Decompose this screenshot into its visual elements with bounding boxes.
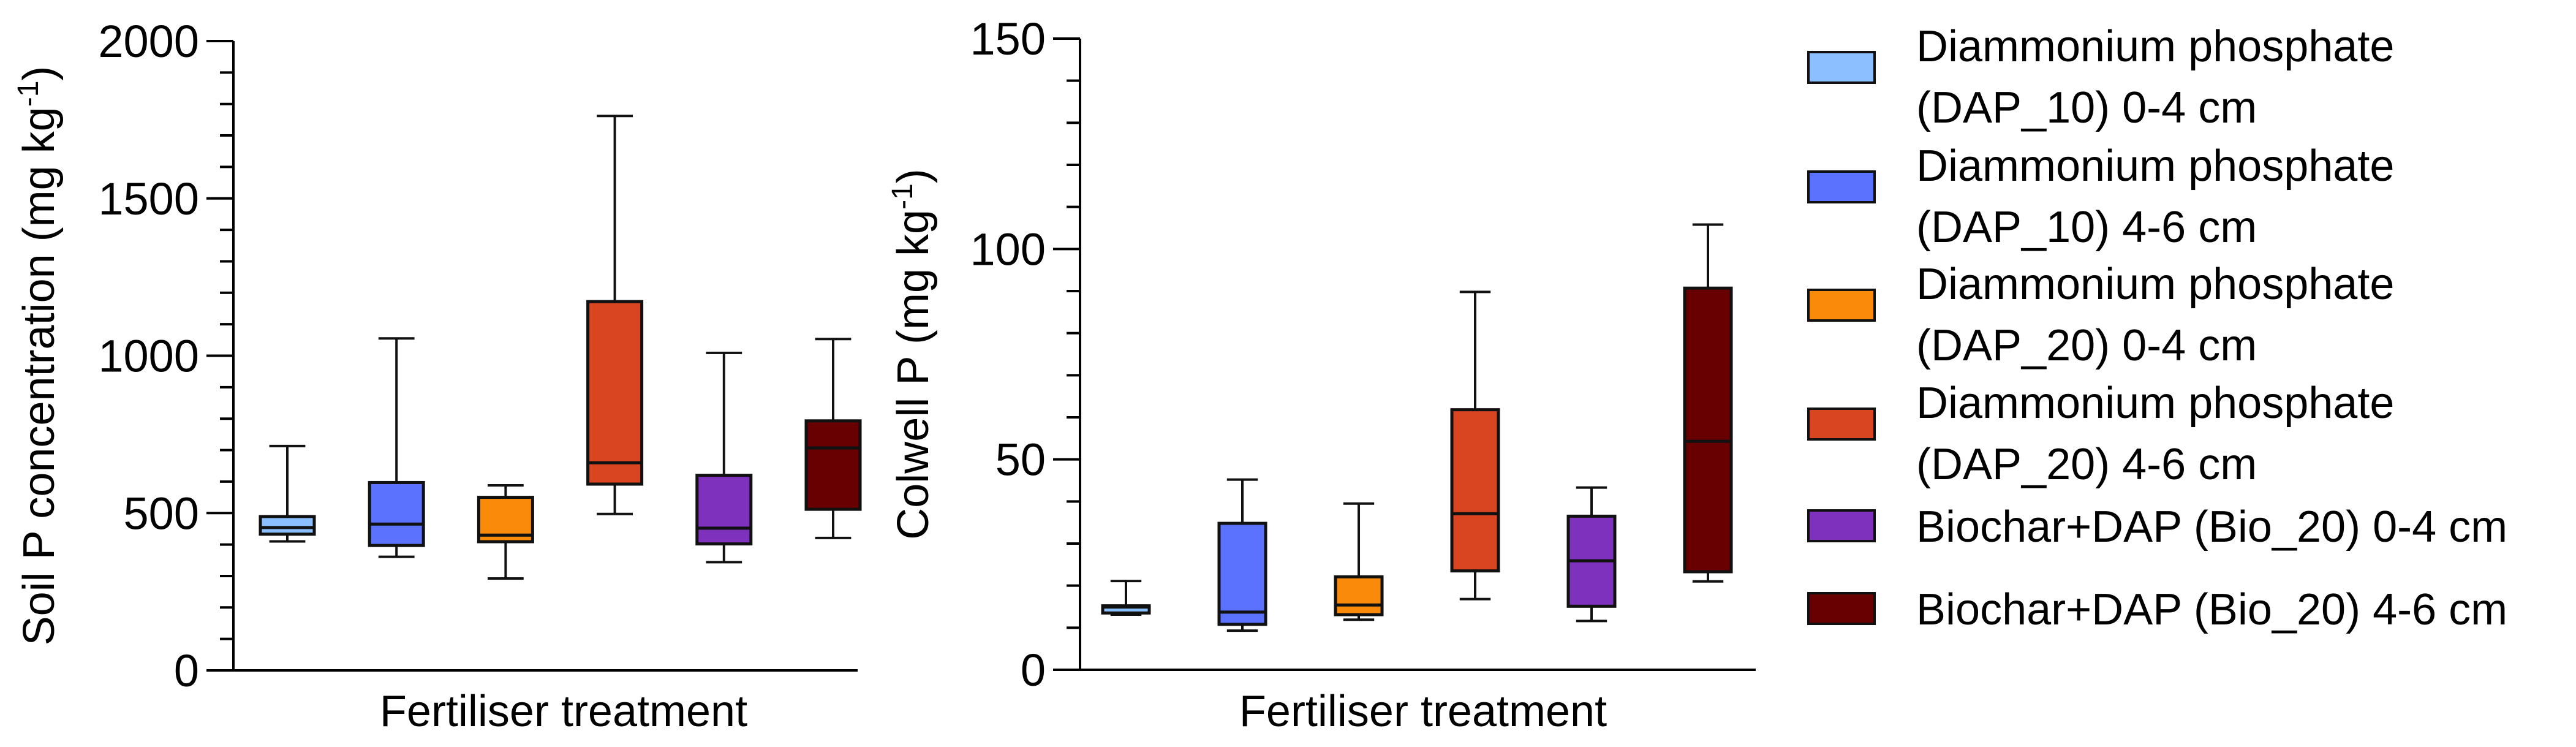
y-tick-label: 0	[1021, 645, 1046, 696]
y-axis-title: Colwell P (mg kg-1)	[886, 169, 938, 540]
legend-item-1: Diammonium phosphate (DAP_10) 0-4 cm	[1807, 22, 2394, 132]
legend-label: (DAP_20) 0-4 cm	[1916, 321, 2257, 370]
legend-item-6: Biochar+DAP (Bio_20) 4-6 cm	[1807, 585, 2507, 634]
legend-swatch	[1807, 51, 1876, 84]
legend: Diammonium phosphate(DAP_10) 0-4 cmDiamm…	[1807, 22, 2507, 634]
box-plot-6	[1683, 223, 1733, 583]
legend-swatch	[1807, 170, 1876, 203]
iqr-box	[695, 474, 753, 546]
y-tick-label: 0	[174, 645, 199, 696]
legend-label: Diammonium phosphate	[1916, 260, 2394, 309]
y-axis-title-main: Soil P concentration (mg kg	[15, 107, 64, 645]
y-tick-label: 1000	[98, 331, 199, 382]
box-plot-1	[1101, 580, 1151, 616]
legend-label: (DAP_20) 4-6 cm	[1916, 440, 2257, 489]
y-tick-label: 50	[995, 434, 1046, 485]
box-plot-1	[259, 444, 316, 543]
legend-item-2: Diammonium phosphate (DAP_10) 4-6 cm	[1807, 142, 2394, 252]
legend-item-4: Diammonium phosphate (DAP_20) 4-6 cm	[1807, 379, 2394, 489]
y-axis-title-main: Colwell P (mg kg	[889, 210, 938, 540]
legend-label: Diammonium phosphate	[1916, 142, 2394, 191]
legend-item-5: Biochar+DAP (Bio_20) 0-4 cm	[1807, 502, 2507, 552]
legend-label: Diammonium phosphate	[1916, 22, 2394, 71]
legend-label: (DAP_10) 4-6 cm	[1916, 203, 2257, 252]
y-axis-title-end: )	[889, 169, 938, 183]
y-tick-label: 2000	[98, 16, 199, 67]
iqr-box	[586, 300, 644, 486]
x-axis-title: Fertiliser treatment	[380, 687, 747, 736]
y-tick-label: 500	[124, 488, 199, 539]
box-plot-2	[368, 337, 425, 558]
legend-swatch	[1807, 592, 1876, 625]
legend-label: Diammonium phosphate	[1916, 379, 2394, 428]
box-plot-3	[1334, 502, 1384, 621]
iqr-box	[259, 515, 316, 536]
legend-label: Biochar+DAP (Bio_20) 0-4 cm	[1916, 502, 2507, 552]
y-axis-title-superscript: -1	[12, 81, 45, 107]
y-tick-label: 1500	[98, 173, 199, 224]
legend-label: (DAP_10) 0-4 cm	[1916, 83, 2257, 132]
box-plot-5	[1566, 486, 1617, 623]
iqr-box	[1217, 521, 1267, 626]
box-plot-3	[477, 484, 534, 580]
legend-swatch	[1807, 408, 1876, 441]
iqr-box	[1683, 286, 1733, 574]
x-axis-title: Fertiliser treatment	[1239, 687, 1607, 736]
iqr-box	[804, 419, 862, 511]
iqr-box	[368, 480, 425, 547]
box-plot-4	[586, 115, 644, 515]
soil-p-chart: 0 500 1000 1500 2000 Soil P concentration (mg…	[12, 16, 862, 736]
legend-item-3: Diammonium phosphate (DAP_20) 0-4 cm	[1807, 260, 2394, 370]
box-plot-5	[695, 351, 753, 564]
y-tick-label: 100	[970, 224, 1046, 275]
legend-swatch	[1807, 509, 1876, 542]
y-tick-label: 150	[970, 13, 1046, 64]
y-axis-title-end: )	[15, 66, 64, 81]
iqr-box	[1450, 408, 1500, 573]
y-axis-title-superscript: -1	[886, 183, 919, 210]
box-plot-2	[1217, 478, 1267, 632]
box-plot-4	[1450, 290, 1500, 601]
box-plot-6	[804, 338, 862, 539]
y-axis-title: Soil P concentration (mg kg-1)	[12, 66, 64, 646]
legend-label: Biochar+DAP (Bio_20) 4-6 cm	[1916, 585, 2507, 634]
legend-swatch	[1807, 289, 1876, 322]
iqr-box	[1334, 575, 1384, 616]
colwell-p-chart: 0 50 100 150 Colwell P (mg kg-1) Fertiliser t…	[886, 13, 1756, 736]
